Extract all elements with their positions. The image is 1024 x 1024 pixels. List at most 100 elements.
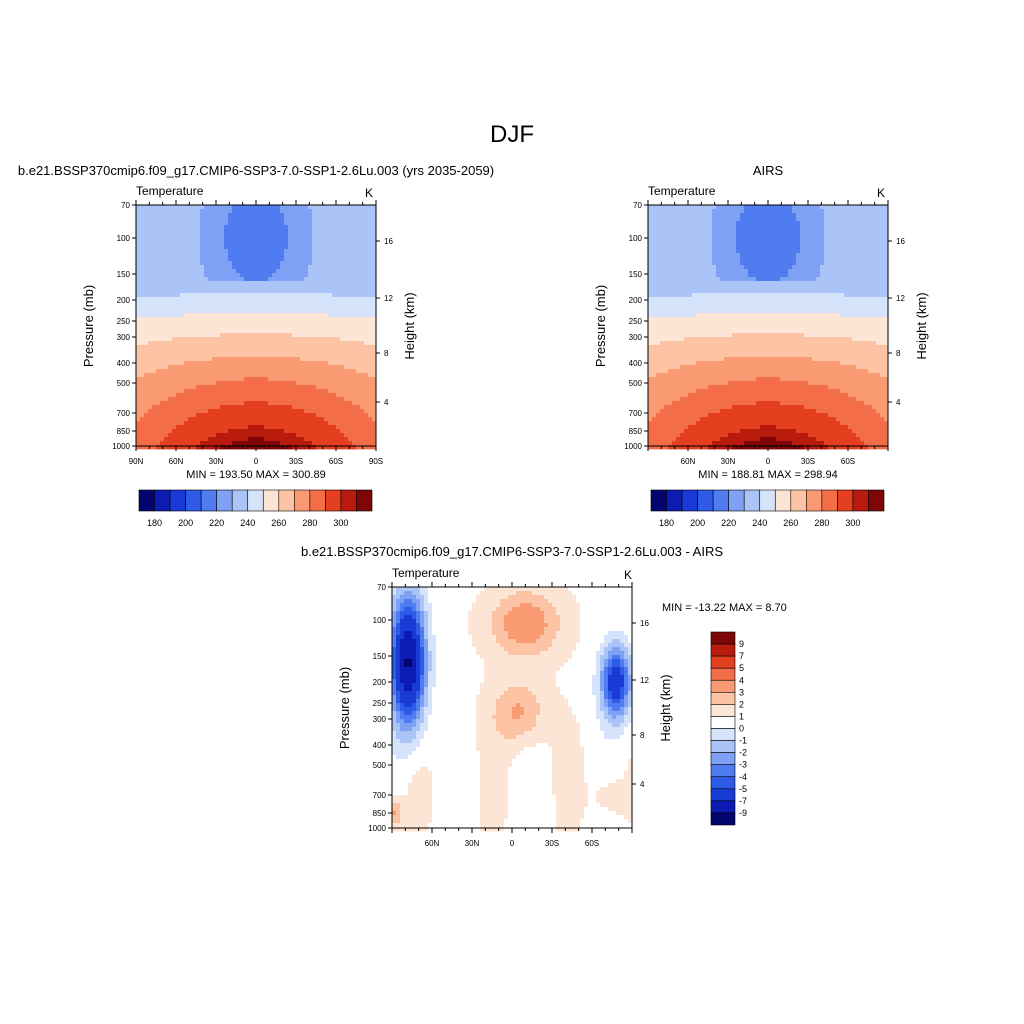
heatmap-cell xyxy=(276,237,281,242)
heatmap-cell xyxy=(252,349,257,354)
heatmap-cell xyxy=(144,329,149,334)
heatmap-cell xyxy=(284,265,289,270)
heatmap-cell xyxy=(236,225,241,230)
heatmap-cell xyxy=(144,413,149,418)
heatmap-cell xyxy=(672,249,677,254)
heatmap-cell xyxy=(164,325,169,330)
heatmap-cell xyxy=(840,217,845,222)
heatmap-cell xyxy=(720,269,725,274)
heatmap-cell xyxy=(244,413,249,418)
heatmap-cell xyxy=(272,281,277,286)
heatmap-cell xyxy=(244,357,249,362)
colorbar-swatch xyxy=(294,489,311,512)
heatmap-cell xyxy=(188,273,193,278)
heatmap-cell xyxy=(216,429,221,434)
heatmap-cell xyxy=(776,205,781,210)
heatmap-cell xyxy=(204,237,209,242)
heatmap-cell xyxy=(312,389,317,394)
heatmap-cell xyxy=(268,397,273,402)
heatmap-cell xyxy=(272,237,277,242)
heatmap-cell xyxy=(144,261,149,266)
heatmap-cell xyxy=(372,229,377,234)
heatmap-cell xyxy=(840,281,845,286)
heatmap-cell xyxy=(204,357,209,362)
heatmap-cell xyxy=(684,241,689,246)
heatmap-cell xyxy=(224,217,229,222)
heatmap-cell xyxy=(172,389,177,394)
heatmap-cell xyxy=(276,437,281,442)
heatmap-cell xyxy=(708,261,713,266)
heatmap-cell xyxy=(156,269,161,274)
heatmap-cell xyxy=(364,329,369,334)
heatmap-cell xyxy=(172,345,177,350)
heatmap-cell xyxy=(232,277,237,282)
x-tick-label: 30N xyxy=(209,457,224,466)
heatmap-cell xyxy=(204,393,209,398)
heatmap-cell xyxy=(184,329,189,334)
heatmap-cell xyxy=(724,257,729,262)
heatmap-cell xyxy=(164,241,169,246)
heatmap-cell xyxy=(256,265,261,270)
heatmap-cell xyxy=(884,229,889,234)
heatmap-cell xyxy=(360,413,365,418)
heatmap-cell xyxy=(304,209,309,214)
heatmap-cell xyxy=(256,353,261,358)
heatmap-cell xyxy=(156,229,161,234)
heatmap-cell xyxy=(144,361,149,366)
heatmap-cell xyxy=(700,273,705,278)
heatmap-cell xyxy=(236,353,241,358)
heatmap-cell xyxy=(748,205,753,210)
heatmap-cell xyxy=(236,401,241,406)
heatmap-cell xyxy=(796,245,801,250)
heatmap-cell xyxy=(228,381,233,386)
heatmap-cell xyxy=(152,425,157,430)
heatmap-cell xyxy=(756,269,761,274)
heatmap-cell xyxy=(212,217,217,222)
heatmap-cell xyxy=(296,421,301,426)
heatmap-cell xyxy=(236,437,241,442)
heatmap-cell xyxy=(308,205,313,210)
heatmap-cell xyxy=(232,357,237,362)
heatmap-cell xyxy=(136,213,141,218)
heatmap-cell xyxy=(724,241,729,246)
heatmap-cell xyxy=(784,229,789,234)
heatmap-cell xyxy=(732,257,737,262)
heatmap-cell xyxy=(244,285,249,290)
heatmap-cell xyxy=(676,245,681,250)
heatmap-cell xyxy=(352,277,357,282)
heatmap-cell xyxy=(784,257,789,262)
heatmap-cell xyxy=(152,377,157,382)
heatmap-cell xyxy=(212,329,217,334)
heatmap-cell xyxy=(148,417,153,422)
heatmap-cell xyxy=(284,233,289,238)
heatmap-cell xyxy=(716,221,721,226)
heatmap-cell xyxy=(368,241,373,246)
heatmap-cell xyxy=(656,233,661,238)
heatmap-cell xyxy=(200,285,205,290)
heatmap-cell xyxy=(660,269,665,274)
heatmap-cell xyxy=(204,441,209,446)
heatmap-cell xyxy=(228,301,233,306)
heatmap-cell xyxy=(328,249,333,254)
heatmap-cell xyxy=(188,265,193,270)
heatmap-cell xyxy=(676,265,681,270)
heatmap-cell xyxy=(736,245,741,250)
heatmap-cell xyxy=(368,321,373,326)
heatmap-cell xyxy=(304,421,309,426)
heatmap-cell xyxy=(780,241,785,246)
heatmap-cell xyxy=(872,205,877,210)
heatmap-cell xyxy=(164,217,169,222)
heatmap-cell xyxy=(144,433,149,438)
heatmap-cell xyxy=(296,417,301,422)
heatmap-cell xyxy=(728,253,733,258)
heatmap-cell xyxy=(192,341,197,346)
heatmap-cell xyxy=(164,213,169,218)
heatmap-cell xyxy=(208,313,213,318)
heatmap-cell xyxy=(212,369,217,374)
heatmap-cell xyxy=(184,245,189,250)
heatmap-cell xyxy=(172,225,177,230)
heatmap-cell xyxy=(288,357,293,362)
heatmap-cell xyxy=(248,297,253,302)
heatmap-cell xyxy=(188,349,193,354)
heatmap-cell xyxy=(200,265,205,270)
